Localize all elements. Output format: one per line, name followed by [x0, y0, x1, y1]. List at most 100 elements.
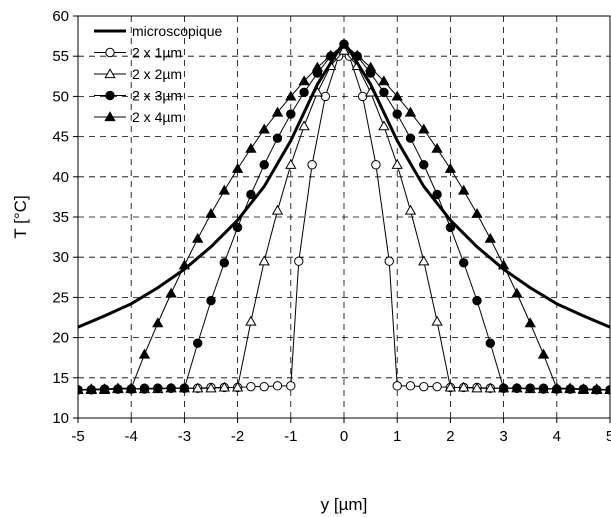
legend-item: microscopique — [94, 23, 222, 39]
data-point — [472, 295, 482, 306]
x-tick-label: 4 — [553, 428, 561, 445]
data-point — [444, 381, 457, 392]
data-point — [286, 109, 296, 119]
data-point — [259, 160, 269, 170]
data-point — [378, 120, 390, 131]
legend-marker — [105, 90, 115, 101]
data-point — [432, 189, 442, 200]
data-point — [78, 384, 84, 394]
x-tick-label: 5 — [606, 428, 611, 445]
data-point — [371, 160, 381, 170]
data-point — [138, 348, 151, 359]
data-point — [294, 256, 304, 266]
data-point — [419, 381, 429, 392]
data-point — [232, 222, 243, 233]
data-point — [192, 382, 204, 393]
x-tick-label: -1 — [284, 428, 297, 445]
legend-marker — [104, 111, 116, 122]
x-tick-label: -2 — [231, 428, 244, 445]
data-point — [246, 189, 256, 200]
data-point — [258, 255, 270, 266]
data-point — [258, 123, 270, 134]
data-point — [179, 383, 190, 393]
data-point — [537, 348, 550, 359]
data-point — [285, 90, 297, 101]
legend-item: 2 x 3µm — [94, 88, 182, 104]
data-point — [307, 160, 317, 170]
legend-item: 2 x 2µm — [94, 66, 182, 82]
data-point — [379, 87, 389, 98]
y-tick-label: 10 — [52, 410, 69, 427]
y-tick-label: 45 — [52, 129, 69, 146]
data-point — [205, 207, 217, 218]
data-point — [165, 287, 177, 298]
data-point — [391, 158, 403, 169]
data-point — [418, 123, 430, 134]
x-tick-label: 1 — [393, 428, 401, 445]
data-point — [112, 382, 124, 393]
y-tick-label: 35 — [52, 209, 69, 226]
data-point — [419, 160, 429, 170]
data-point — [286, 381, 296, 391]
data-point — [364, 61, 377, 72]
data-point — [218, 184, 230, 195]
data-point — [485, 338, 495, 348]
data-point — [272, 133, 283, 143]
data-point — [458, 184, 470, 195]
x-tick-label: 0 — [340, 428, 348, 445]
data-point — [431, 142, 443, 153]
data-point — [551, 382, 563, 393]
x-tick-label: 2 — [446, 428, 454, 445]
legend-marker — [104, 68, 116, 79]
data-point — [205, 382, 217, 393]
legend-label: 2 x 1µm — [132, 45, 182, 61]
x-tick-label: 3 — [499, 428, 507, 445]
data-point — [218, 381, 230, 392]
data-point — [525, 383, 535, 393]
y-tick-label: 15 — [52, 370, 69, 387]
data-point — [98, 383, 111, 394]
y-tick-label: 20 — [52, 330, 69, 347]
y-tick-label: 25 — [52, 289, 69, 306]
y-tick-label: 40 — [52, 169, 69, 186]
data-point — [391, 90, 403, 101]
data-point — [85, 383, 97, 394]
data-point — [405, 381, 416, 391]
legend-label: 2 x 4µm — [132, 109, 182, 125]
data-point — [459, 258, 469, 268]
data-point — [298, 120, 310, 131]
y-axis-label: T [°C] — [11, 195, 30, 238]
x-tick-label: -3 — [178, 428, 191, 445]
data-point — [471, 382, 483, 393]
chart-legend: microscopique 2 x 1µm 2 x 2µm 2 x 3µm 2 x 4µ… — [94, 23, 222, 125]
data-point — [538, 383, 549, 393]
data-point — [245, 142, 257, 153]
data-point — [285, 158, 297, 169]
data-point — [512, 383, 522, 393]
data-point — [577, 383, 590, 394]
data-point — [311, 61, 324, 72]
series-line — [78, 38, 610, 329]
data-point — [604, 384, 610, 394]
y-tick-label: 30 — [52, 249, 69, 266]
data-point — [591, 383, 603, 394]
y-tick-label: 55 — [52, 48, 69, 65]
data-point — [219, 258, 230, 268]
data-point — [564, 382, 576, 393]
data-point — [153, 383, 163, 393]
data-point — [125, 382, 137, 393]
data-point — [432, 381, 442, 392]
data-point — [378, 75, 390, 86]
data-point — [299, 87, 309, 98]
data-point — [392, 381, 402, 391]
data-point — [404, 204, 417, 215]
data-point — [418, 255, 430, 266]
data-point — [152, 317, 164, 328]
data-point — [193, 338, 203, 348]
data-point — [484, 382, 496, 393]
data-point — [524, 317, 536, 328]
data-point — [458, 381, 470, 392]
data-point — [511, 287, 523, 298]
